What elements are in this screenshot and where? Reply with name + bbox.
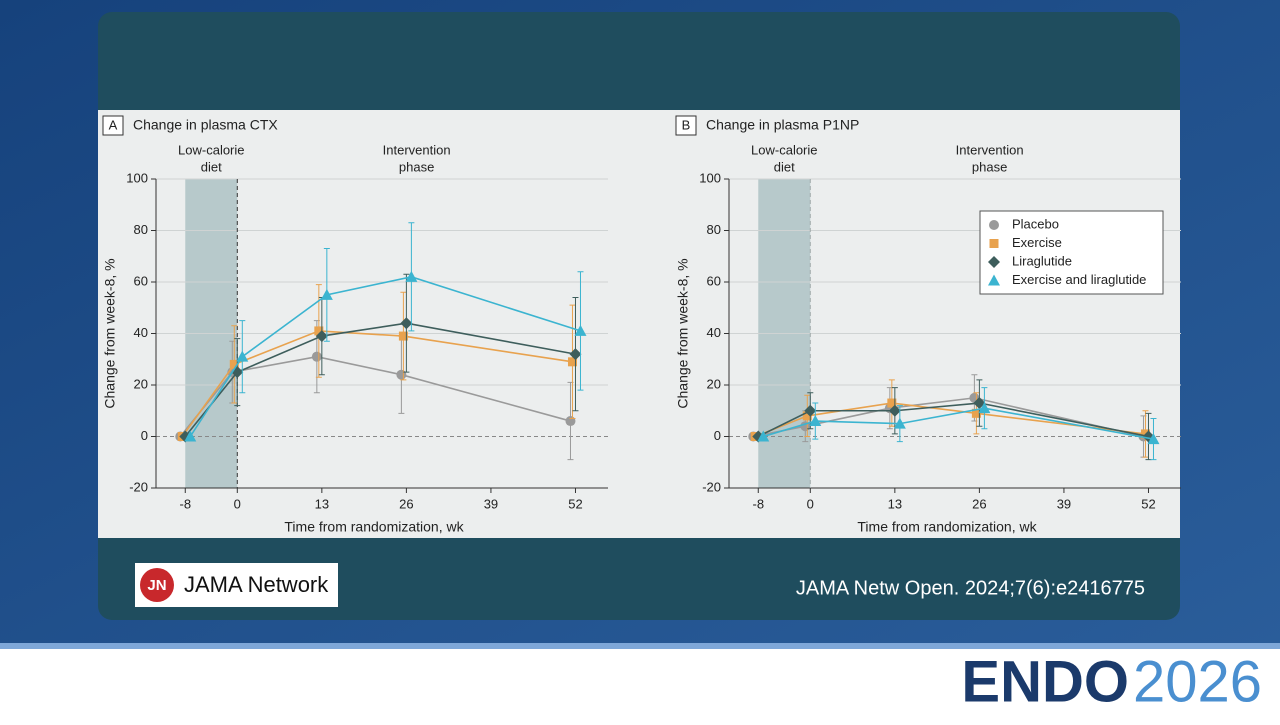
marker (1147, 433, 1160, 445)
y-tick-label: 60 (707, 273, 721, 288)
phase-label: diet (774, 159, 795, 174)
x-tick-label: 26 (972, 496, 986, 511)
divider-strip (0, 643, 1280, 649)
legend-marker (989, 239, 999, 248)
chart-title: Change in plasma P1NP (706, 117, 859, 133)
y-tick-label: 0 (714, 428, 721, 443)
marker (809, 415, 822, 427)
legend-label: Exercise (1012, 235, 1062, 250)
y-tick-label: 100 (699, 170, 721, 185)
marker (567, 357, 577, 367)
x-tick-label: 52 (1141, 496, 1155, 511)
panel-letter: B (682, 117, 691, 132)
chart-title: Change in plasma CTX (133, 117, 278, 133)
marker (184, 430, 197, 442)
logo-icon (140, 568, 174, 602)
logo-icon-text: JN (147, 577, 166, 594)
panel-letter: A (109, 117, 118, 132)
marker (893, 417, 906, 429)
legend-label: Exercise and liraglutide (1012, 272, 1146, 287)
y-tick-label: 0 (141, 428, 148, 443)
panel-letter-box (675, 115, 697, 136)
x-tick-label: -8 (752, 496, 764, 511)
marker (405, 270, 418, 282)
marker (574, 324, 587, 336)
figure-panel (98, 110, 1180, 538)
x-axis-label: Time from randomization, wk (857, 519, 1037, 535)
x-tick-label: 13 (888, 496, 902, 511)
footer-year: 2026 (1133, 649, 1262, 714)
x-tick-label: 52 (568, 496, 582, 511)
x-tick-label: 26 (399, 496, 413, 511)
x-tick-label: 13 (315, 496, 329, 511)
x-tick-label: 39 (1057, 496, 1071, 511)
marker (569, 348, 582, 361)
x-tick-label: 0 (807, 496, 814, 511)
y-tick-label: 40 (134, 325, 148, 340)
legend-marker (988, 274, 1000, 286)
legend-label: Liraglutide (1012, 253, 1072, 268)
y-tick-label: -20 (702, 479, 721, 494)
phase-label: diet (201, 159, 222, 174)
marker (236, 350, 249, 362)
x-axis-label: Time from randomization, wk (284, 519, 464, 535)
y-axis-label: Change from week-8, % (675, 258, 691, 408)
x-tick-label: 0 (234, 496, 241, 511)
marker (396, 369, 407, 380)
marker (888, 404, 901, 417)
legend-marker (988, 256, 1000, 268)
y-tick-label: 80 (134, 222, 148, 237)
footer (0, 649, 1280, 720)
charts: A Change in plasma CTX Low-calorie diet Inte… (102, 115, 1181, 535)
y-tick-label: 100 (126, 170, 148, 185)
phase-label: Intervention (383, 142, 451, 157)
citation: JAMA Netw Open. 2024;7(6):e2416775 (796, 577, 1145, 599)
legend-label: Placebo (1012, 216, 1059, 231)
legend-marker (989, 220, 999, 230)
y-tick-label: 60 (134, 273, 148, 288)
phase-label: Intervention (956, 142, 1024, 157)
panel-letter-box (102, 115, 124, 136)
y-tick-label: -20 (129, 479, 148, 494)
marker (757, 430, 770, 442)
footer-brand: ENDO (961, 649, 1129, 714)
y-tick-label: 80 (707, 222, 721, 237)
marker (804, 404, 817, 417)
marker (311, 351, 322, 362)
marker (398, 331, 408, 341)
y-axis-label: Change from week-8, % (102, 258, 118, 408)
phase-label: phase (972, 159, 1007, 174)
marker (565, 416, 576, 427)
x-tick-label: 39 (484, 496, 498, 511)
marker (887, 398, 897, 408)
marker (978, 402, 991, 414)
marker (320, 288, 333, 300)
x-tick-label: -8 (179, 496, 191, 511)
y-tick-label: 40 (707, 325, 721, 340)
legend-box (979, 210, 1164, 295)
phase-label: Low-calorie (751, 142, 817, 157)
marker (315, 330, 328, 343)
marker (400, 317, 413, 330)
logo-text: JAMA Network (184, 572, 329, 597)
phase-label: phase (399, 159, 434, 174)
marker (971, 408, 981, 418)
y-tick-label: 20 (134, 376, 148, 391)
y-tick-label: 20 (707, 376, 721, 391)
phase-label: Low-calorie (178, 142, 244, 157)
